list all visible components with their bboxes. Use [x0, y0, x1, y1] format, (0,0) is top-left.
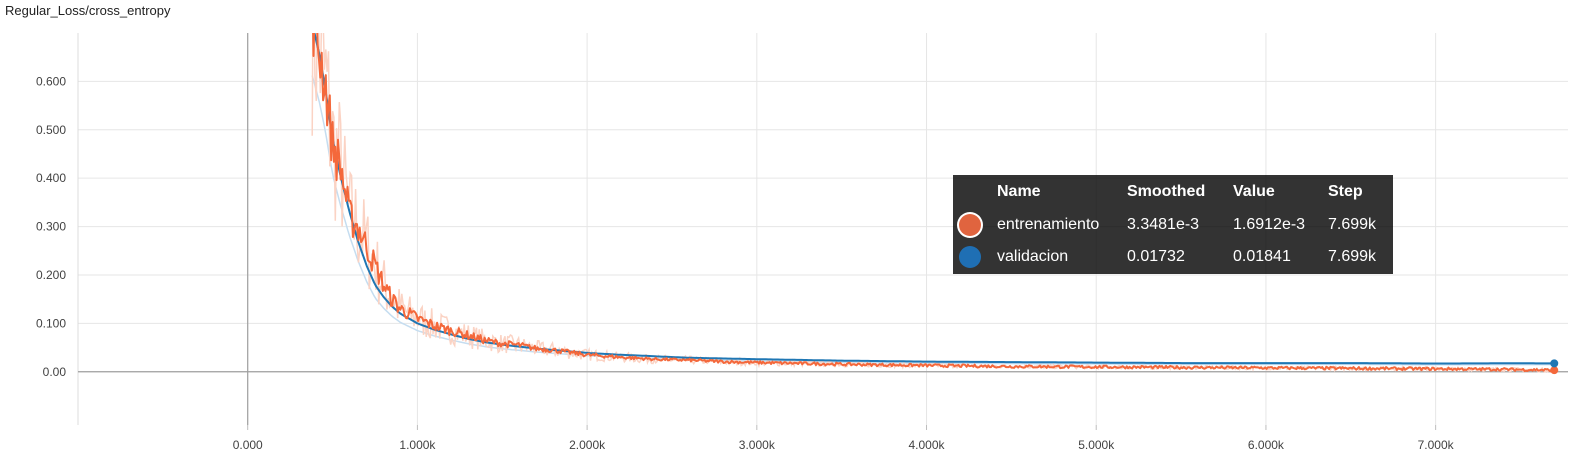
tooltip-header-step: Step [1328, 183, 1363, 200]
x-tick-label: 5.000k [1078, 438, 1115, 452]
tooltip-header-value: Value [1233, 183, 1275, 200]
y-tick-label: 0.100 [36, 316, 66, 330]
series-color-swatch [959, 214, 981, 236]
tooltip-series-name: validacion [997, 248, 1069, 265]
x-tick-label: 1.000k [399, 438, 436, 452]
tooltip-row-entrenamiento: entrenamiento 3.3481e-3 1.6912e-3 7.699k [959, 209, 1390, 241]
chart-title: Regular_Loss/cross_entropy [5, 3, 171, 18]
tooltip-series-name: entrenamiento [997, 216, 1100, 233]
tooltip-smoothed-value: 3.3481e-3 [1127, 216, 1200, 233]
tooltip-header-row: Name Smoothed Value Step [959, 181, 1390, 209]
endpoint-marker-validacion [1550, 359, 1559, 368]
raw-line-validacion [311, 75, 1555, 366]
y-tick-label: 0.00 [43, 365, 67, 379]
series-lines[interactable] [311, 0, 1559, 375]
x-tick-label: 6.000k [1248, 438, 1285, 452]
tick-labels: 0.00 0.100 0.200 0.300 0.400 0.500 0.600 0.000 1… [36, 74, 1455, 452]
chart-tooltip: Name Smoothed Value Step entrenamiento 3… [953, 175, 1393, 274]
tooltip-value: 1.6912e-3 [1233, 216, 1306, 233]
tooltip-step: 7.699k [1328, 248, 1377, 265]
series-color-swatch [959, 246, 981, 268]
tooltip-header-smoothed: Smoothed [1127, 183, 1206, 200]
x-tick-label: 7.000k [1418, 438, 1455, 452]
tooltip-header-name: Name [997, 183, 1041, 200]
tooltip-step: 7.699k [1328, 216, 1377, 233]
x-tick-label: 2.000k [569, 438, 606, 452]
axes [77, 33, 1568, 425]
tooltip-table: Name Smoothed Value Step entrenamiento 3… [959, 181, 1390, 273]
y-tick-label: 0.400 [36, 171, 66, 185]
tooltip-value: 0.01841 [1233, 248, 1291, 265]
y-tick-label: 0.200 [36, 268, 66, 282]
y-tick-label: 0.300 [36, 220, 66, 234]
endpoint-marker-entrenamiento [1550, 366, 1559, 375]
x-tick-label: 4.000k [909, 438, 946, 452]
y-tick-label: 0.600 [36, 74, 66, 88]
tooltip-row-validacion: validacion 0.01732 0.01841 7.699k [959, 241, 1390, 273]
y-tick-label: 0.500 [36, 123, 66, 137]
series-line-entrenamiento [312, 33, 1555, 373]
x-tick-label: 3.000k [739, 438, 776, 452]
x-tick-label: 0.000 [233, 438, 263, 452]
tooltip-smoothed-value: 0.01732 [1127, 248, 1185, 265]
